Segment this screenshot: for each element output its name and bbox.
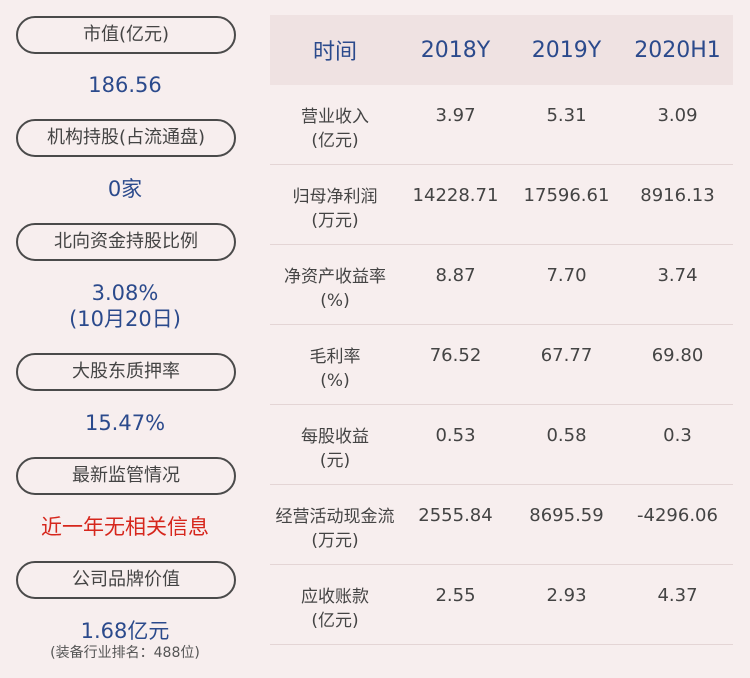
cell-2018: 0.53	[435, 425, 476, 446]
row-label: 营业收入 (亿元)	[301, 107, 369, 151]
pledge-rate-value: 15.47%	[84, 411, 166, 435]
market-cap-value: 186.56	[88, 73, 162, 97]
table-row: 每股收益 (元) 0.53 0.58 0.3	[270, 405, 733, 485]
table-row: 净资产收益率 (%) 8.87 7.70 3.74	[270, 245, 733, 325]
cell-2020h1: 3.09	[657, 105, 698, 126]
cell-2020h1: 3.74	[657, 265, 698, 286]
table-header: 时间 2018Y 2019Y 2020H1	[270, 15, 733, 85]
cell-2019: 67.77	[540, 345, 593, 366]
cell-2019: 17596.61	[523, 185, 610, 206]
cell-2020h1: 69.80	[651, 345, 704, 366]
cell-2020h1: -4296.06	[637, 505, 718, 526]
row-label: 净资产收益率 (%)	[284, 267, 386, 311]
brand-value-label: 公司品牌价值	[16, 561, 236, 599]
left-panel: 市值(亿元) 186.56 机构持股(占流通盘) 0家 北向资金持股比例 3.0…	[0, 0, 250, 678]
northbound-ratio-label: 北向资金持股比例	[16, 223, 236, 261]
brand-value-rank: (装备行业排名：488位)	[50, 645, 200, 661]
cell-2019: 7.70	[546, 265, 587, 286]
table-row: 经营活动现金流 (万元) 2555.84 8695.59 -4296.06	[270, 485, 733, 565]
row-label: 归母净利润 (万元)	[292, 187, 378, 231]
row-label: 毛利率 (%)	[309, 347, 361, 391]
cell-2019: 2.93	[546, 585, 587, 606]
row-label: 经营活动现金流 (万元)	[275, 507, 395, 551]
table-row: 营业收入 (亿元) 3.97 5.31 3.09	[270, 85, 733, 165]
institution-holding-value: 0家	[107, 177, 143, 201]
regulation-label: 最新监管情况	[16, 457, 236, 495]
northbound-ratio-value: 3.08%	[91, 281, 159, 305]
cell-2018: 3.97	[435, 105, 476, 126]
cell-2019: 5.31	[546, 105, 587, 126]
cell-2020h1: 0.3	[663, 425, 692, 446]
market-cap-label: 市值(亿元)	[16, 16, 236, 54]
cell-2018: 14228.71	[412, 185, 499, 206]
cell-2019: 8695.59	[529, 505, 604, 526]
financial-table: 时间 2018Y 2019Y 2020H1 营业收入 (亿元) 3.97 5.31…	[270, 15, 733, 645]
header-2018: 2018Y	[420, 37, 491, 63]
cell-2018: 76.52	[429, 345, 482, 366]
header-2020h1: 2020H1	[634, 37, 721, 63]
northbound-ratio-date: (10月20日)	[69, 307, 181, 331]
header-2019: 2019Y	[531, 37, 602, 63]
cell-2019: 0.58	[546, 425, 587, 446]
row-label: 每股收益 (元)	[301, 427, 369, 471]
row-label: 应收账款 (亿元)	[301, 587, 369, 631]
cell-2018: 8.87	[435, 265, 476, 286]
brand-value-value: 1.68亿元	[80, 619, 170, 643]
header-time: 时间	[312, 40, 357, 65]
table-row: 应收账款 (亿元) 2.55 2.93 4.37	[270, 565, 733, 645]
cell-2020h1: 8916.13	[640, 185, 715, 206]
table-row: 毛利率 (%) 76.52 67.77 69.80	[270, 325, 733, 405]
cell-2018: 2555.84	[418, 505, 493, 526]
institution-holding-label: 机构持股(占流通盘)	[16, 119, 236, 157]
table-row: 归母净利润 (万元) 14228.71 17596.61 8916.13	[270, 165, 733, 245]
cell-2020h1: 4.37	[657, 585, 698, 606]
cell-2018: 2.55	[435, 585, 476, 606]
pledge-rate-label: 大股东质押率	[16, 353, 236, 391]
regulation-value: 近一年无相关信息	[41, 515, 209, 539]
